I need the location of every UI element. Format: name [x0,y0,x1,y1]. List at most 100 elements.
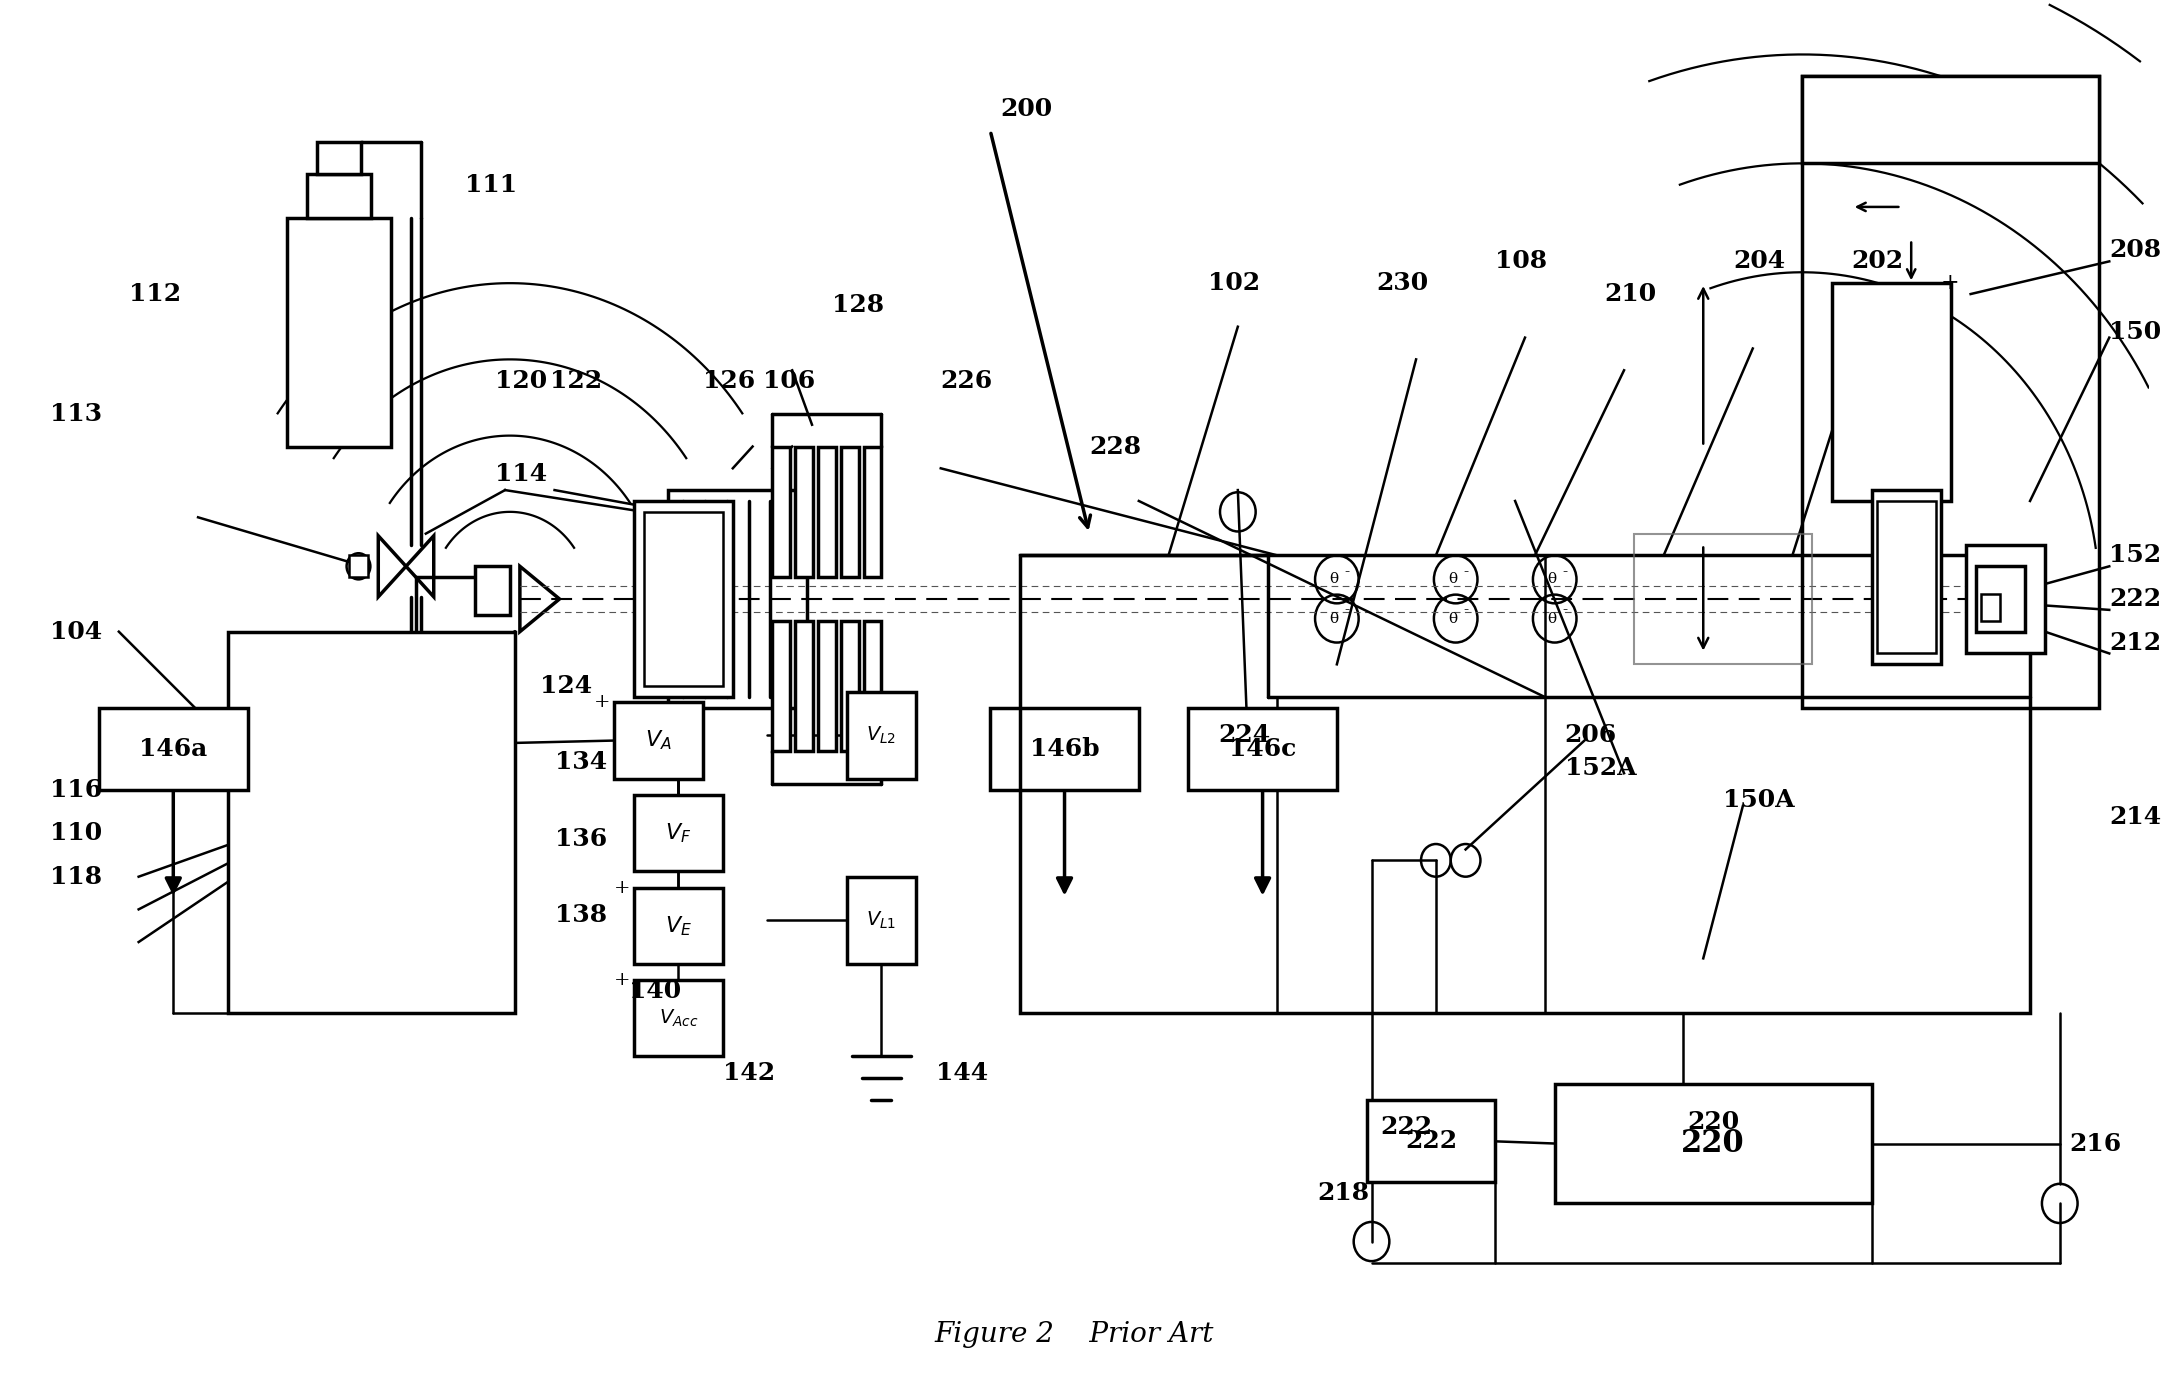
Text: 222: 222 [2109,587,2161,611]
Text: 150: 150 [2109,321,2161,344]
Bar [846,691,916,779]
Bar [818,620,835,751]
Polygon shape [406,535,434,597]
Text: 110: 110 [50,821,102,845]
Text: 206: 206 [1565,723,1617,747]
Bar [1981,594,2001,620]
Text: 122: 122 [549,369,601,393]
Text: 106: 106 [762,369,814,393]
Text: -: - [1463,602,1469,618]
Bar [1020,555,2031,1013]
Text: $V_A$: $V_A$ [644,729,673,753]
Bar [773,446,790,577]
Text: -: - [1562,565,1567,579]
Text: 136: 136 [556,827,608,850]
Bar [1871,491,1940,665]
Text: $V_F$: $V_F$ [666,821,692,845]
Text: -: - [1345,602,1350,618]
Bar [794,446,814,577]
Text: 104: 104 [50,620,102,644]
Text: 128: 128 [831,293,883,316]
Bar [1966,545,2044,654]
Text: 230: 230 [1376,272,1428,296]
Text: 150A: 150A [1723,789,1795,813]
Text: $V_{Acc}$: $V_{Acc}$ [658,1008,699,1029]
Bar [100,708,247,789]
Text: $V_E$: $V_E$ [664,914,692,938]
Text: 124: 124 [540,675,592,698]
Text: 118: 118 [50,864,102,889]
Bar [634,500,733,697]
Text: 114: 114 [495,461,547,485]
Text: -: - [1463,565,1469,579]
Bar [1975,566,2025,631]
Text: 138: 138 [556,903,608,927]
Text: 116: 116 [50,778,102,802]
Bar [634,888,723,963]
Text: 220: 220 [1686,1110,1738,1133]
Text: 152: 152 [2109,544,2161,567]
Bar [864,620,881,751]
Polygon shape [521,566,560,631]
Text: 228: 228 [1089,435,1141,459]
Bar [840,620,859,751]
Bar [306,174,371,217]
Polygon shape [378,535,406,597]
Bar [228,631,514,1013]
Bar [1877,500,1936,654]
Text: 204: 204 [1734,250,1786,273]
Bar [286,217,391,446]
Bar [475,566,510,615]
Text: 212: 212 [2109,630,2161,655]
Text: θ: θ [1447,573,1456,587]
Bar [644,512,723,686]
Bar [1189,708,1337,789]
Text: 102: 102 [1209,272,1261,296]
Bar [614,703,703,779]
Text: 202: 202 [1851,250,1903,273]
Bar [634,980,723,1057]
Text: 113: 113 [50,401,102,425]
Text: 152A: 152A [1565,756,1636,779]
Bar [1367,1100,1495,1182]
Text: 226: 226 [942,369,994,393]
Bar [634,795,723,871]
Text: 200: 200 [1000,98,1052,121]
Text: -: - [1345,565,1350,579]
Text: +: + [1940,272,1960,294]
Text: 108: 108 [1495,250,1547,273]
Bar [846,877,916,963]
Text: 216: 216 [2070,1132,2122,1156]
Text: 120: 120 [495,369,547,393]
Text: θ: θ [1447,612,1456,626]
Bar [818,446,835,577]
Bar [1831,283,1951,500]
Text: θ: θ [1547,612,1556,626]
Text: θ: θ [1328,612,1339,626]
Bar [794,620,814,751]
Text: 112: 112 [128,282,180,307]
Bar [317,142,362,174]
Bar [864,446,881,577]
Bar [990,708,1139,789]
Text: 222: 222 [1404,1129,1456,1153]
Text: 220: 220 [1682,1128,1745,1158]
Text: 146c: 146c [1228,737,1295,761]
Bar [349,555,369,577]
Text: θ: θ [1328,573,1339,587]
Text: 144: 144 [935,1061,987,1085]
Text: +: + [614,878,631,896]
Text: 134: 134 [556,750,608,774]
Bar [1554,1083,1871,1203]
Text: +: + [595,693,610,711]
Text: 224: 224 [1217,723,1269,747]
Text: 146a: 146a [139,737,208,761]
Text: Figure 2    Prior Art: Figure 2 Prior Art [935,1320,1215,1348]
Text: 146b: 146b [1031,737,1100,761]
Text: 208: 208 [2109,238,2161,262]
Bar [1634,534,1812,665]
Bar [668,491,807,708]
Text: 218: 218 [1317,1181,1369,1204]
Text: +: + [614,972,631,990]
Text: 214: 214 [2109,804,2161,829]
